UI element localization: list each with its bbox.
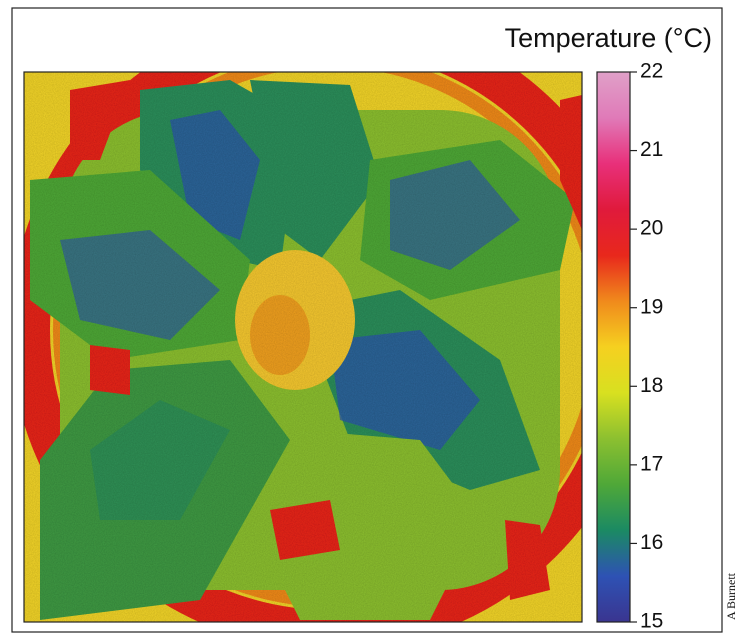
colorbar-tick-label: 19 xyxy=(640,295,663,318)
colorbar-tick-label: 15 xyxy=(640,610,663,633)
colorbar: 15 16 17 18 19 20 21 22 xyxy=(596,60,663,633)
colorbar-tick-label: 17 xyxy=(640,452,663,475)
frame xyxy=(11,7,723,633)
image-border xyxy=(23,71,583,623)
colorbar-tick-label: 18 xyxy=(640,374,663,397)
thermal-image xyxy=(24,72,582,622)
colorbar-scale xyxy=(596,71,631,623)
colorbar-title: Temperature (°C) xyxy=(505,23,712,53)
colorbar-tick-label: 20 xyxy=(640,217,663,240)
credit: A Burnett xyxy=(724,572,737,620)
colorbar-tick-label: 21 xyxy=(640,138,663,161)
colorbar-tick-label: 22 xyxy=(640,60,663,83)
colorbar-tick-label: 16 xyxy=(640,531,663,554)
